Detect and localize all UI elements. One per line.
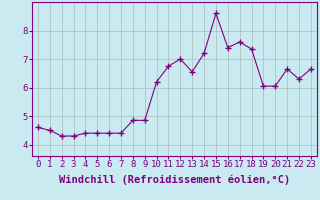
X-axis label: Windchill (Refroidissement éolien,°C): Windchill (Refroidissement éolien,°C) bbox=[59, 175, 290, 185]
